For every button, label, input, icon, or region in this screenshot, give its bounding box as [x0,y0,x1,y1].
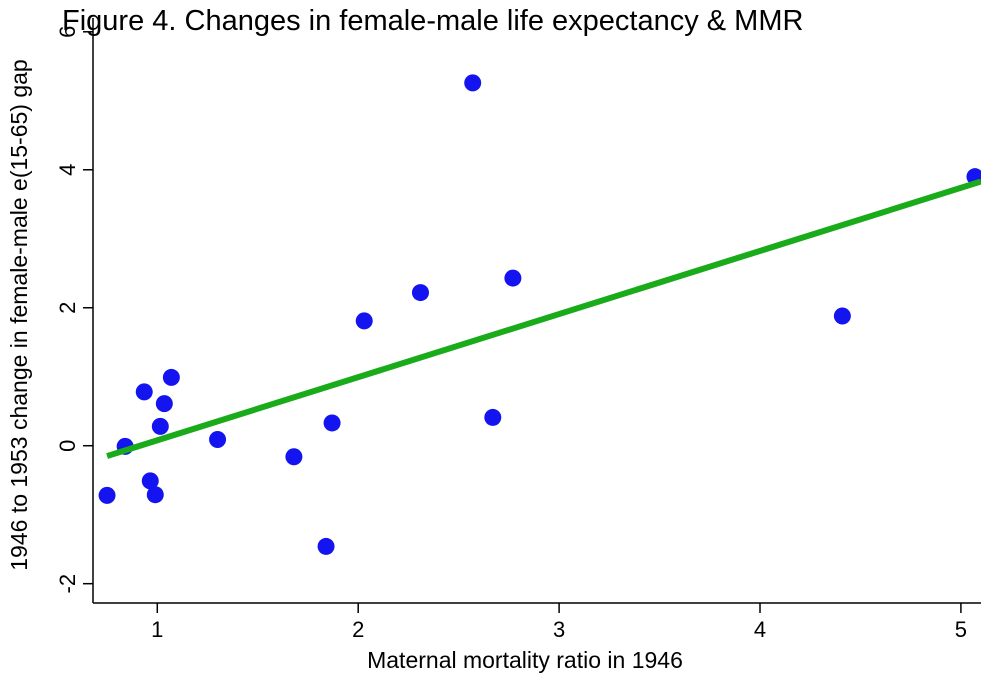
y-tick-label: 0 [55,440,80,452]
chart-title: Figure 4. Changes in female-male life ex… [62,5,803,37]
point [355,312,373,330]
point [411,284,429,302]
point [155,395,173,413]
point [464,74,482,92]
x-axis-label: Maternal mortality ratio in 1946 [367,647,683,673]
point [285,448,303,466]
x-tick-label: 4 [754,617,766,642]
fit-line [106,178,981,459]
point [98,486,116,504]
point [323,414,341,432]
point [504,269,522,287]
y-tick-label: 4 [55,164,80,176]
point [209,431,227,449]
y-axis-label: 1946 to 1953 change in female-male e(15-… [6,59,32,570]
y-tick-label: 6 [55,26,80,38]
point [484,408,502,426]
x-tick-label: 3 [553,617,565,642]
point [317,537,335,555]
x-tick-label: 1 [151,617,163,642]
y-tick-label: -2 [55,574,80,594]
x-tick-label: 5 [955,617,967,642]
point [146,486,164,504]
point [135,383,153,401]
point [162,368,180,386]
x-tick-label: 2 [352,617,364,642]
y-tick-label: 2 [55,302,80,314]
point [833,307,851,325]
point [151,417,169,435]
point [141,472,159,490]
